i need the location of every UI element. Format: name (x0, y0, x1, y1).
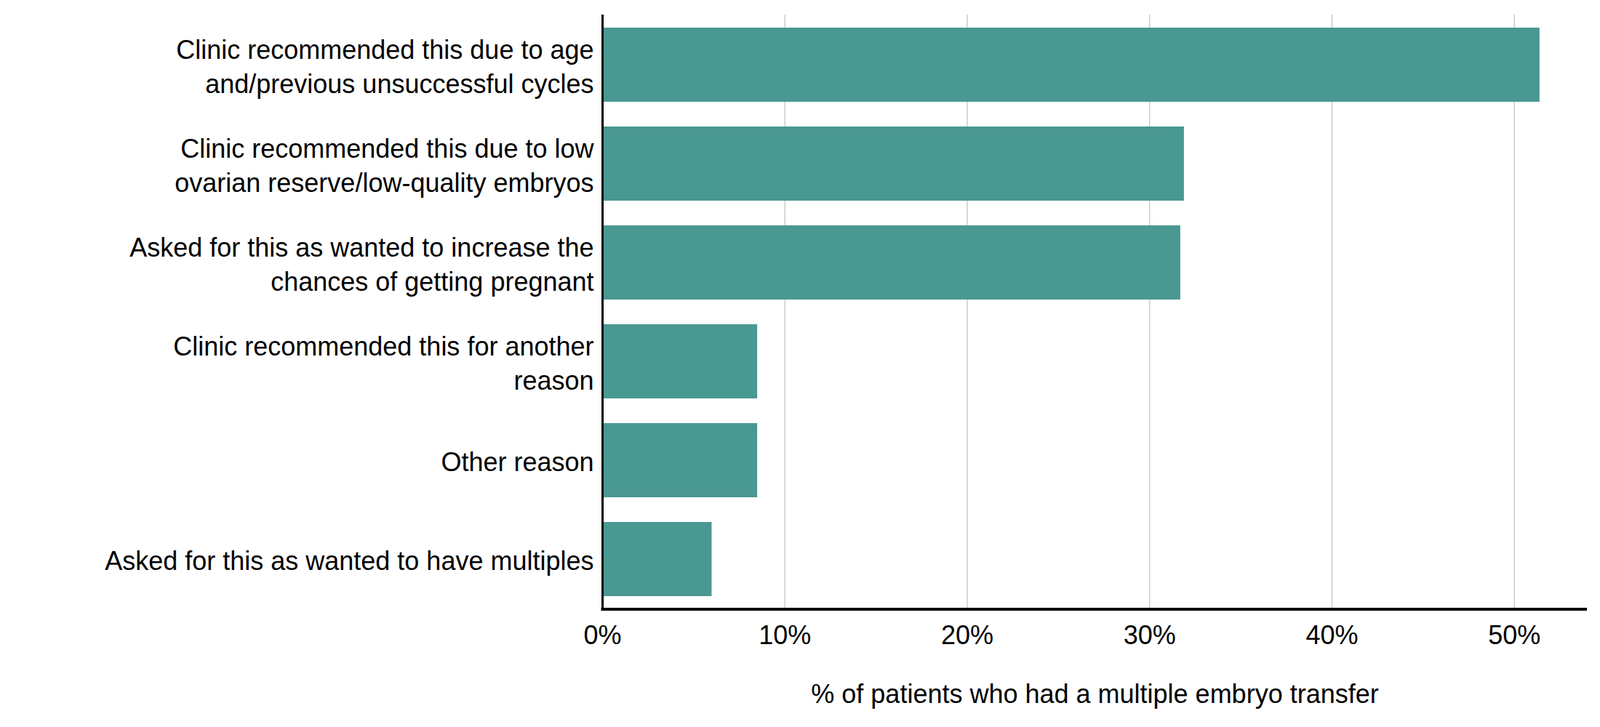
svg-text:Clinic recommended this for an: Clinic recommended this for anotherreaso… (173, 331, 594, 396)
svg-text:Asked for this as wanted to ha: Asked for this as wanted to have multipl… (104, 546, 594, 576)
svg-text:% of patients who had a multip: % of patients who had a multiple embryo … (810, 679, 1379, 710)
svg-text:30%: 30% (1123, 620, 1176, 651)
svg-text:40%: 40% (1305, 620, 1358, 651)
svg-text:Asked for this as wanted to in: Asked for this as wanted to increase the… (129, 232, 594, 297)
svg-text:50%: 50% (1488, 620, 1541, 651)
svg-text:10%: 10% (758, 620, 811, 651)
svg-text:Clinic recommended this due to: Clinic recommended this due to lowovaria… (174, 133, 595, 198)
svg-text:20%: 20% (941, 620, 994, 651)
svg-text:Other reason: Other reason (440, 447, 594, 478)
svg-text:Clinic recommended this due to: Clinic recommended this due to ageand/pr… (176, 34, 594, 99)
svg-text:0%: 0% (583, 620, 622, 651)
